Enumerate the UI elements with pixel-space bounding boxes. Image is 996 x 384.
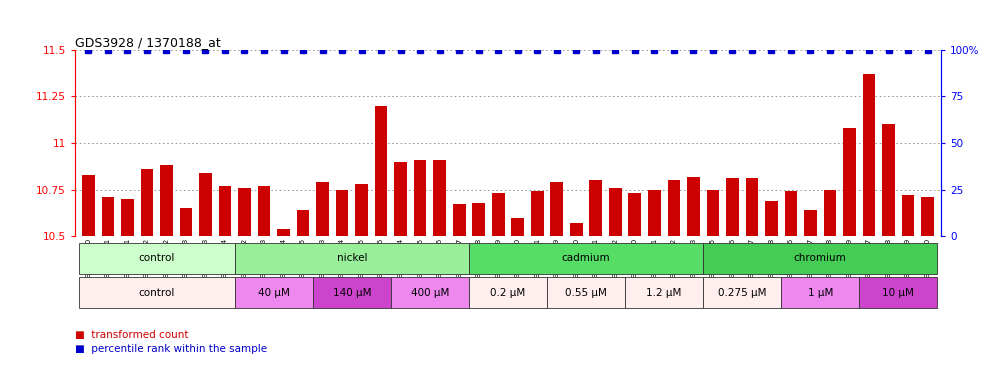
Bar	[235, 277, 313, 308]
Bar	[297, 210, 310, 236]
Bar	[179, 208, 192, 236]
Text: 140 μM: 140 μM	[333, 288, 372, 298]
Bar	[746, 179, 758, 236]
Bar	[882, 124, 894, 236]
Bar	[413, 160, 426, 236]
Text: GDS3928 / 1370188_at: GDS3928 / 1370188_at	[75, 36, 220, 49]
Bar	[667, 180, 680, 236]
Text: 0.55 μM: 0.55 μM	[565, 288, 607, 298]
Bar	[804, 210, 817, 236]
Bar	[199, 173, 212, 236]
Bar	[860, 277, 937, 308]
Bar	[390, 277, 469, 308]
Text: chromium: chromium	[794, 253, 847, 263]
Bar	[82, 175, 95, 236]
Text: 1 μM: 1 μM	[808, 288, 833, 298]
Bar	[785, 192, 797, 236]
Bar	[472, 203, 485, 236]
Bar	[469, 277, 547, 308]
Bar	[824, 190, 837, 236]
Text: 1.2 μM: 1.2 μM	[646, 288, 682, 298]
Bar	[258, 186, 270, 236]
Bar	[433, 160, 446, 236]
Bar	[628, 193, 641, 236]
Bar	[336, 190, 349, 236]
Text: ■  transformed count: ■ transformed count	[75, 330, 188, 340]
Text: 10 μM: 10 μM	[882, 288, 914, 298]
Text: control: control	[138, 288, 175, 298]
Bar	[492, 193, 505, 236]
Bar	[160, 166, 172, 236]
Bar	[687, 177, 700, 236]
Bar	[844, 128, 856, 236]
Bar	[531, 192, 544, 236]
Bar	[863, 74, 875, 236]
Bar	[609, 188, 622, 236]
Bar	[277, 229, 290, 236]
Bar	[590, 180, 603, 236]
Bar	[219, 186, 231, 236]
Text: ■  percentile rank within the sample: ■ percentile rank within the sample	[75, 344, 267, 354]
Bar	[79, 277, 235, 308]
Bar	[781, 277, 860, 308]
Bar	[625, 277, 703, 308]
Bar	[356, 184, 368, 236]
Bar	[511, 218, 524, 236]
Bar	[79, 243, 235, 274]
Bar	[374, 106, 387, 236]
Text: 400 μM: 400 μM	[410, 288, 449, 298]
Bar	[316, 182, 329, 236]
Text: control: control	[138, 253, 175, 263]
Bar	[703, 277, 781, 308]
Text: 0.275 μM: 0.275 μM	[718, 288, 766, 298]
Bar	[901, 195, 914, 236]
Bar	[648, 190, 660, 236]
Bar	[706, 190, 719, 236]
Bar	[102, 197, 115, 236]
Text: 40 μM: 40 μM	[258, 288, 290, 298]
Bar	[551, 182, 563, 236]
Text: cadmium: cadmium	[562, 253, 611, 263]
Text: nickel: nickel	[337, 253, 368, 263]
Bar	[765, 201, 778, 236]
Bar	[703, 243, 937, 274]
Bar	[238, 188, 251, 236]
Bar	[313, 277, 390, 308]
Bar	[235, 243, 469, 274]
Bar	[453, 205, 465, 236]
Bar	[547, 277, 625, 308]
Text: 0.2 μM: 0.2 μM	[490, 288, 526, 298]
Bar	[469, 243, 703, 274]
Bar	[140, 169, 153, 236]
Bar	[570, 223, 583, 236]
Bar	[122, 199, 133, 236]
Bar	[726, 179, 739, 236]
Bar	[394, 162, 407, 236]
Bar	[921, 197, 934, 236]
